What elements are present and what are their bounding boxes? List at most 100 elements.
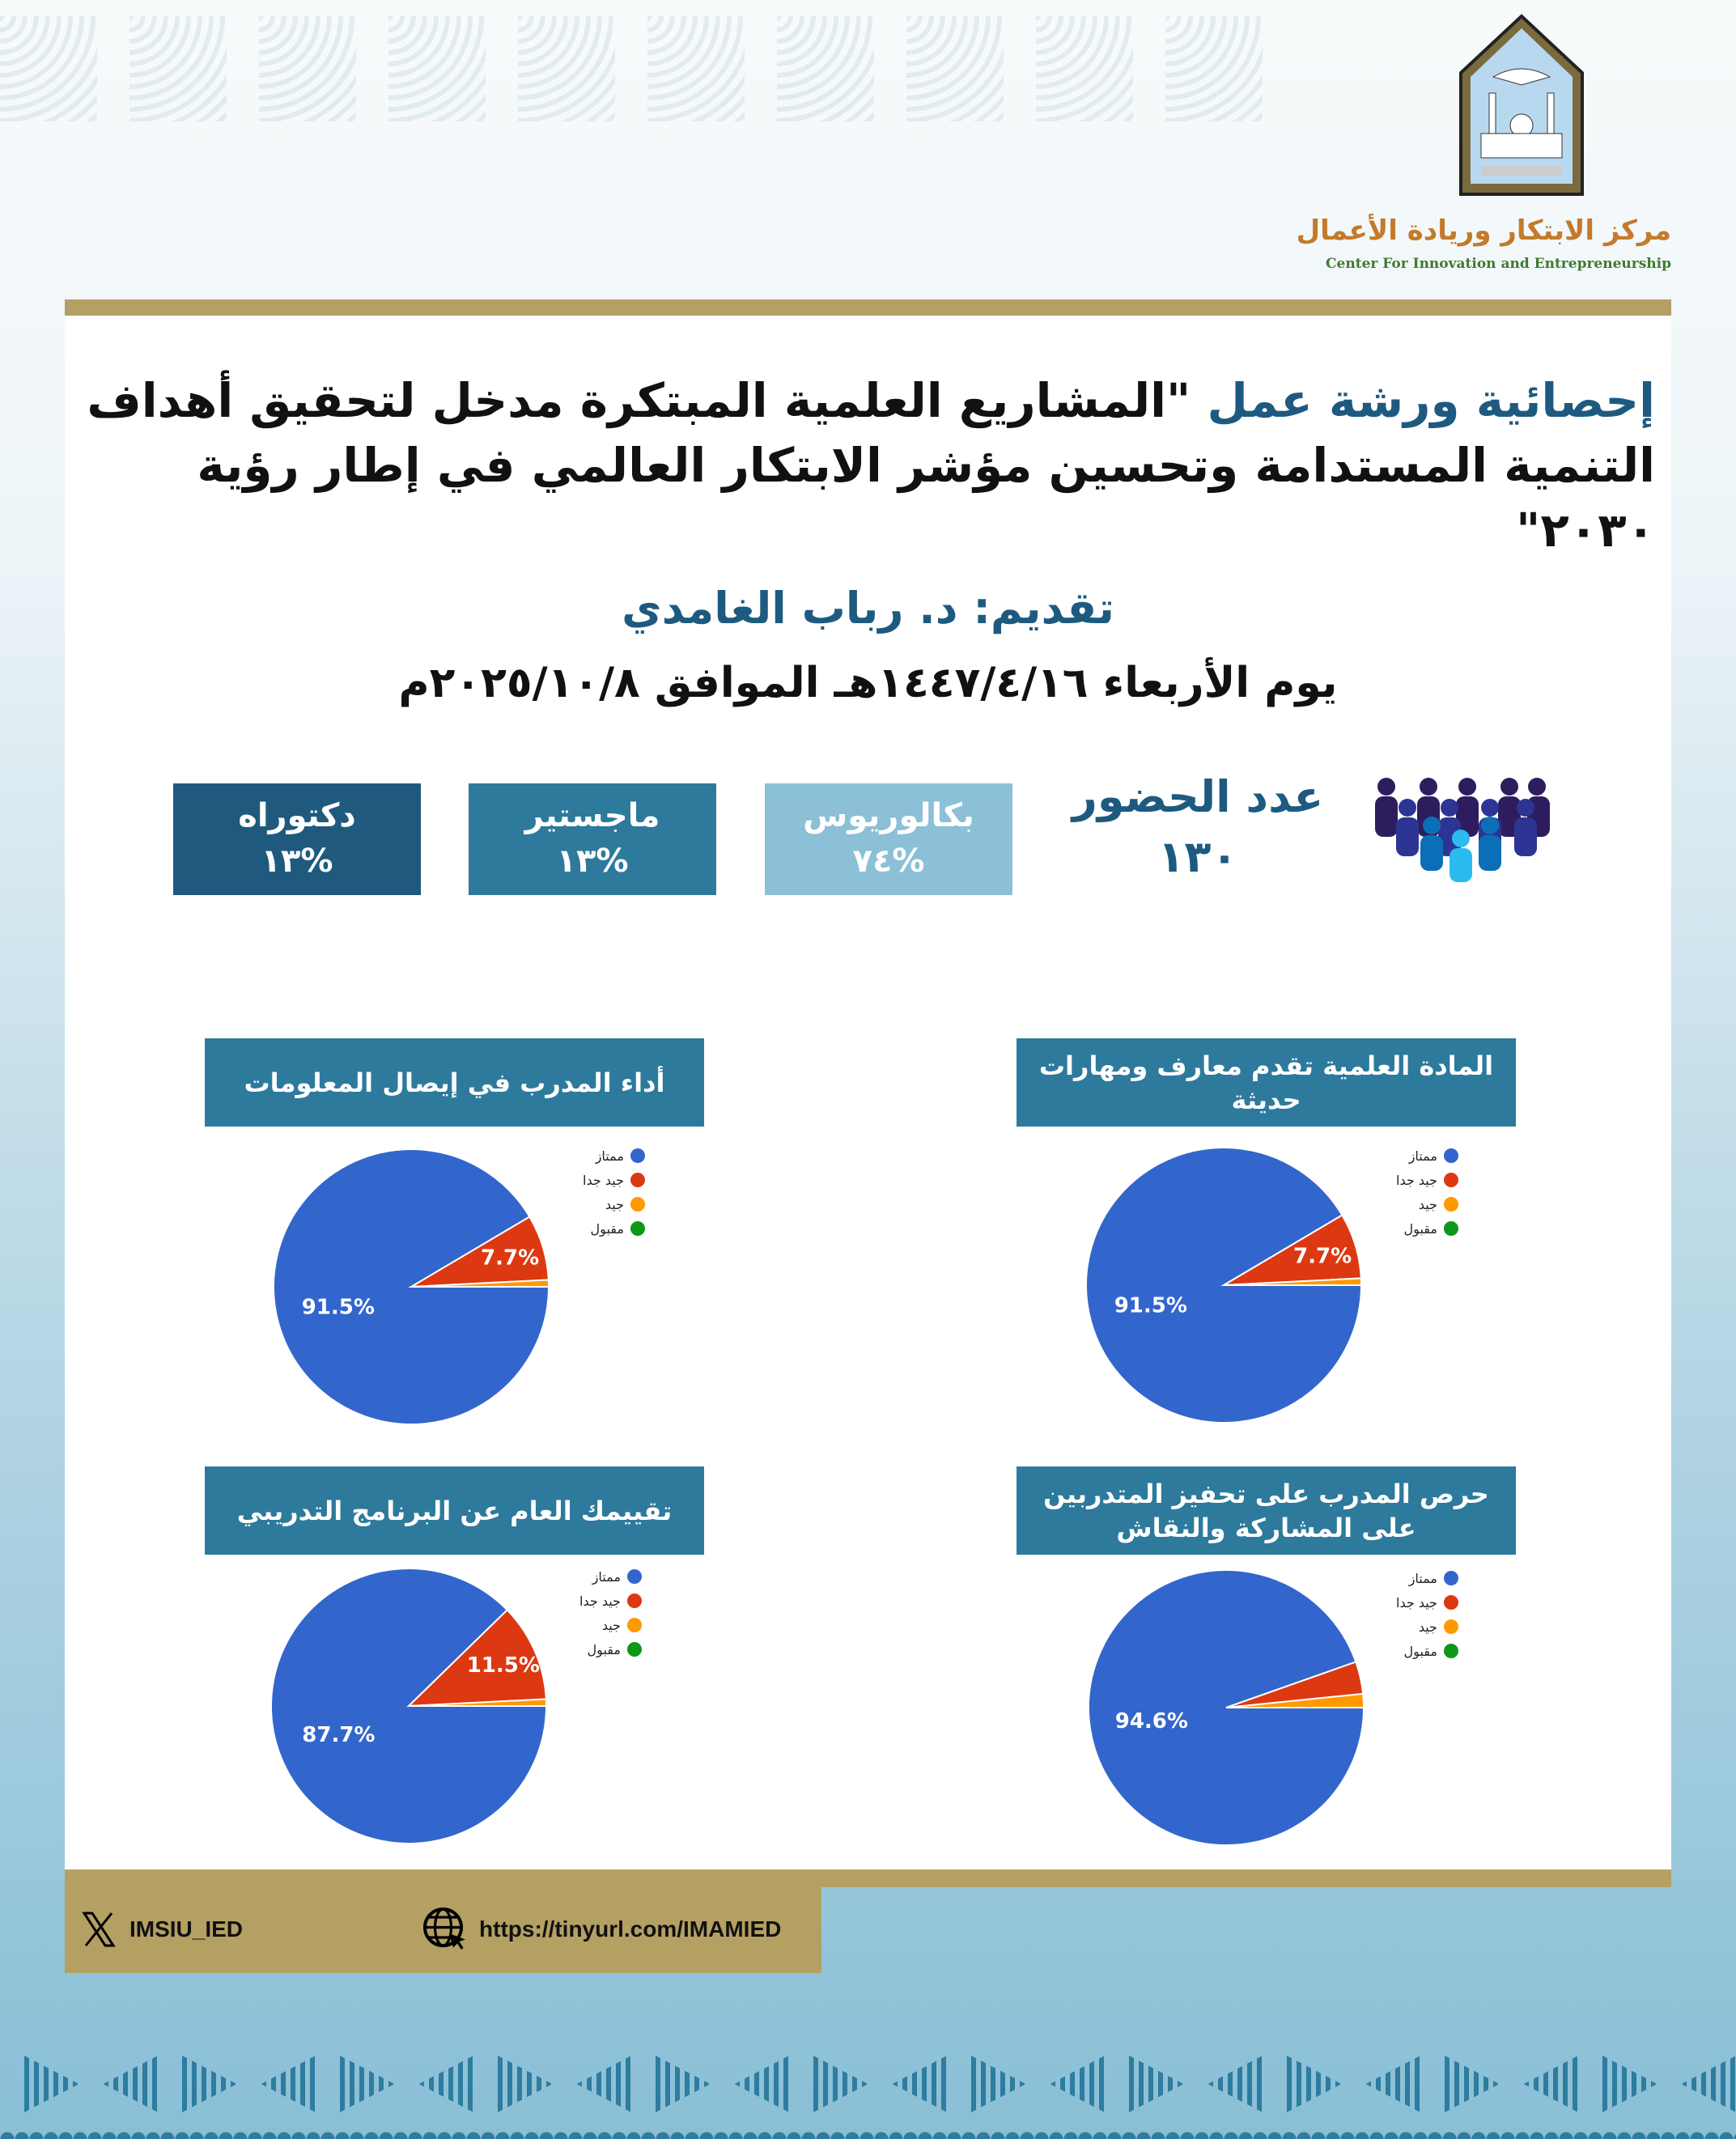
legend-dot-icon [1443, 1197, 1458, 1212]
footer: IMSIU_IED https://tinyurl.com/IMAMIED [65, 1886, 821, 1973]
pie-chart: 91.5% 7.7% [273, 1148, 550, 1425]
legend-label: جيد جدا [1396, 1594, 1437, 1611]
legend-item: مقبول [583, 1216, 645, 1241]
attendance-block: عدد الحضور ١٣٠ [1028, 769, 1368, 885]
legend-item: جيد [579, 1613, 642, 1637]
legend-label: جيد [1418, 1619, 1437, 1635]
pie-slice-2 [1225, 1692, 1365, 1708]
legend-item: مقبول [1396, 1216, 1458, 1241]
pie-slice-2 [1223, 1277, 1363, 1286]
org-name-english: Center For Innovation and Entrepreneursh… [1326, 256, 1671, 272]
decorative-pattern-top [0, 16, 1327, 138]
legend-label: جيد جدا [1396, 1172, 1437, 1188]
pie-slice-1 [406, 1608, 547, 1708]
legend-dot-icon [626, 1594, 642, 1608]
stat-label: دكتوراه [238, 797, 356, 834]
chart-title-trainer-motivation: حرص المدرب على تحفيز المتدربين على المشا… [1017, 1466, 1516, 1555]
decorative-scallop [0, 2124, 1736, 2139]
pie-data-label: 7.7% [1293, 1244, 1352, 1268]
legend-label: ممتاز [1408, 1148, 1437, 1164]
legend-item: ممتاز [1396, 1144, 1458, 1168]
org-name-block: مركز الابتكار وريادة الأعمال Center For … [1052, 212, 1671, 274]
stat-value: %٧٤ [852, 842, 925, 880]
pie-data-label: 7.7% [481, 1246, 539, 1270]
legend-item: جيد [1396, 1615, 1458, 1639]
chart-legend: ممتاز جيد جدا جيد مقبول [583, 1144, 645, 1241]
stat-master: ماجستير %١٣ [469, 783, 716, 895]
pie-data-label: 87.7% [302, 1723, 375, 1747]
legend-label: مقبول [1403, 1643, 1437, 1659]
legend-item: مقبول [1396, 1639, 1458, 1663]
university-logo [1459, 14, 1584, 196]
legend-dot-icon [630, 1197, 645, 1212]
pie-data-label: 91.5% [302, 1296, 375, 1320]
legend-dot-icon [1443, 1173, 1458, 1187]
pie-slice-2 [410, 1279, 550, 1288]
legend-label: ممتاز [592, 1568, 621, 1585]
divider-top [65, 299, 1671, 316]
legend-dot-icon [1443, 1571, 1458, 1585]
pie-chart: 87.7% 11.5% [270, 1568, 548, 1844]
legend-dot-icon [630, 1173, 645, 1187]
legend-item: جيد [1396, 1192, 1458, 1216]
chart-legend: ممتاز جيد جدا جيد مقبول [579, 1564, 642, 1662]
attendance-label: عدد الحضور [1072, 771, 1324, 822]
chart-title-content: المادة العلمية تقدم معارف ومهارات حديثة [1017, 1038, 1516, 1127]
legend-dot-icon [630, 1148, 645, 1163]
legend-dot-icon [626, 1618, 642, 1632]
twitter-handle[interactable]: IMSIU_IED [129, 1916, 244, 1942]
legend-label: ممتاز [1408, 1570, 1437, 1586]
legend-dot-icon [626, 1642, 642, 1657]
heading-block: إحصائية ورشة عمل "المشاريع العلمية المبت… [81, 368, 1655, 711]
stat-bachelor: بكالوريوس %٧٤ [765, 783, 1012, 895]
legend-label: جيد [605, 1196, 624, 1212]
legend-dot-icon [626, 1569, 642, 1584]
legend-item: جيد [583, 1192, 645, 1216]
legend-label: جيد [1418, 1196, 1437, 1212]
stat-value: %١٣ [261, 842, 333, 880]
legend-dot-icon [1443, 1619, 1458, 1634]
pie-data-label: 91.5% [1114, 1294, 1187, 1318]
legend-label: جيد جدا [583, 1172, 624, 1188]
title-prefix: إحصائية ورشة عمل [1207, 373, 1655, 428]
event-date: يوم الأربعاء ١٤٤٧/٤/١٦هـ الموافق ٢٠٢٥/١٠… [398, 659, 1338, 707]
legend-item: ممتاز [583, 1144, 645, 1168]
legend-item: جيد جدا [1396, 1590, 1458, 1615]
legend-dot-icon [1443, 1148, 1458, 1163]
chart-title-trainer-delivery: أداء المدرب في إيصال المعلومات [205, 1038, 704, 1127]
attendance-count: ١٣٠ [1157, 831, 1238, 882]
stat-value: %١٣ [556, 842, 629, 880]
legend-dot-icon [1443, 1221, 1458, 1236]
pie-data-label: 11.5% [467, 1653, 540, 1678]
legend-label: مقبول [1403, 1220, 1437, 1237]
presenter: تقديم: د. رباب الغامدي [622, 583, 1114, 634]
globe-icon [423, 1908, 466, 1950]
org-name-arabic: مركز الابتكار وريادة الأعمال [1296, 214, 1671, 247]
legend-label: مقبول [587, 1641, 621, 1657]
pie-slice-2 [408, 1698, 548, 1707]
page-title: إحصائية ورشة عمل "المشاريع العلمية المبت… [81, 368, 1655, 562]
decorative-pattern-bottom [0, 2056, 1736, 2128]
legend-item: ممتاز [1396, 1566, 1458, 1590]
pie-chart: 91.5% 7.7% [1085, 1147, 1363, 1424]
legend-label: جيد جدا [579, 1593, 621, 1609]
chart-title-overall: تقييمك العام عن البرنامج التدريبي [205, 1466, 704, 1555]
legend-dot-icon [1443, 1644, 1458, 1658]
pie-data-label: 94.6% [1115, 1709, 1188, 1734]
stat-label: ماجستير [524, 797, 660, 834]
divider-bottom [65, 1870, 1671, 1887]
legend-label: مقبول [590, 1220, 624, 1237]
stat-doctorate: دكتوراه %١٣ [173, 783, 421, 895]
legend-item: جيد جدا [579, 1589, 642, 1613]
chart-legend: ممتاز جيد جدا جيد مقبول [1396, 1566, 1458, 1663]
legend-label: ممتاز [595, 1148, 624, 1164]
legend-item: جيد جدا [1396, 1168, 1458, 1192]
legend-dot-icon [1443, 1595, 1458, 1610]
x-twitter-icon[interactable] [78, 1910, 120, 1949]
stat-label: بكالوريوس [803, 797, 974, 834]
website-link[interactable]: https://tinyurl.com/IMAMIED [479, 1916, 782, 1942]
legend-item: ممتاز [579, 1564, 642, 1589]
chart-legend: ممتاز جيد جدا جيد مقبول [1396, 1144, 1458, 1241]
people-icon [1375, 778, 1550, 882]
legend-item: مقبول [579, 1637, 642, 1662]
